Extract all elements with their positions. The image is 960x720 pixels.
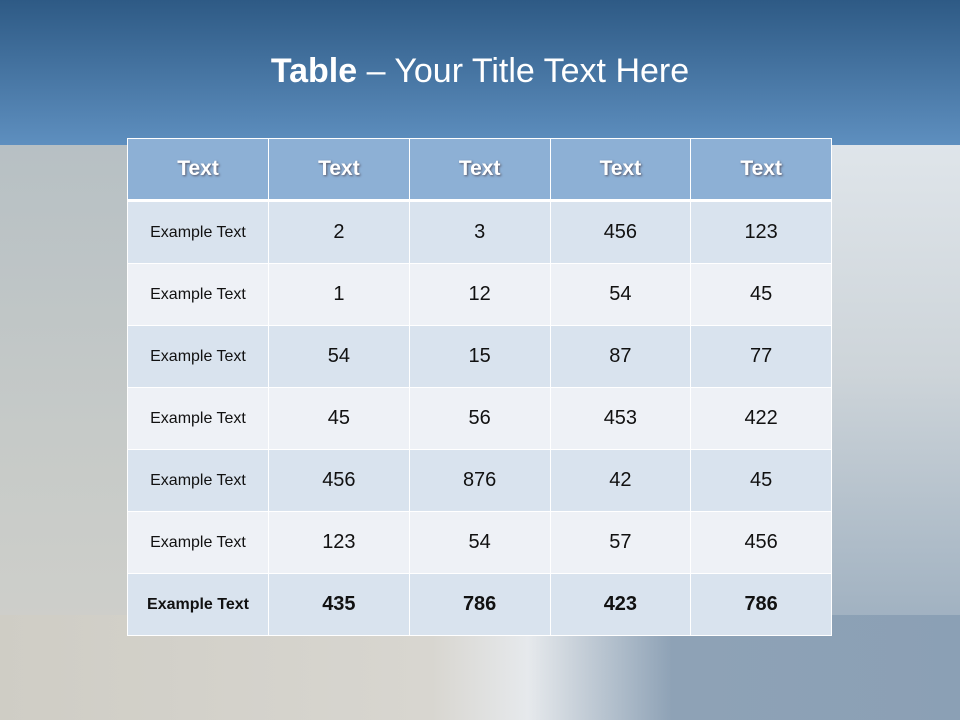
table-cell: 3 xyxy=(408,200,551,264)
table-cell: 12 xyxy=(408,263,551,326)
table-cell: 15 xyxy=(408,325,551,388)
row-label: Example Text xyxy=(127,325,269,388)
table-cell: 45 xyxy=(690,449,832,512)
row-label: Example Text xyxy=(127,511,269,574)
table-cell: 786 xyxy=(408,573,551,636)
table-cell: 422 xyxy=(690,387,832,450)
table-header-row: Text Text Text Text Text xyxy=(127,138,832,202)
title-bold: Table xyxy=(270,52,358,90)
table-row: Example Text 2 3 456 123 xyxy=(127,200,832,264)
table-row: Example Text 456 876 42 45 xyxy=(127,449,832,512)
table-cell: 786 xyxy=(690,573,832,636)
table-row: Example Text 1 12 54 45 xyxy=(127,263,832,326)
table-row: Example Text 54 15 87 77 xyxy=(127,325,832,388)
table-cell: 87 xyxy=(549,325,692,388)
table-cell: 123 xyxy=(268,511,410,574)
table-cell: 77 xyxy=(690,325,832,388)
table-cell: 453 xyxy=(549,387,692,450)
table-cell: 1 xyxy=(268,263,410,326)
slide-title: Table – Your Title Text Here xyxy=(0,52,960,91)
data-table: Text Text Text Text Text Example Text 2 3 456 12… xyxy=(127,138,832,636)
row-label: Example Text xyxy=(127,387,269,450)
title-rest: – Your Title Text Here xyxy=(357,52,690,90)
table-cell: 456 xyxy=(549,200,692,264)
table-cell: 456 xyxy=(690,511,832,574)
table-cell: 57 xyxy=(549,511,692,574)
table-row: Example Text 45 56 453 422 xyxy=(127,387,832,450)
table-row: Example Text 123 54 57 456 xyxy=(127,511,832,574)
table-cell: 54 xyxy=(549,263,692,326)
row-label: Example Text xyxy=(127,200,269,264)
total-row: Example Text 435 786 423 786 xyxy=(127,573,832,636)
row-label: Example Text xyxy=(127,263,269,326)
column-header: Text xyxy=(127,138,269,202)
table-cell: 45 xyxy=(268,387,410,450)
row-label: Example Text xyxy=(127,573,269,636)
table-cell: 876 xyxy=(408,449,551,512)
table-cell: 56 xyxy=(408,387,551,450)
column-header: Text xyxy=(408,138,551,202)
table-cell: 45 xyxy=(690,263,832,326)
table-cell: 456 xyxy=(268,449,410,512)
table-cell: 2 xyxy=(268,200,410,264)
table-cell: 42 xyxy=(549,449,692,512)
table-cell: 54 xyxy=(268,325,410,388)
table-cell: 54 xyxy=(408,511,551,574)
column-header: Text xyxy=(549,138,692,202)
table-cell: 435 xyxy=(268,573,410,636)
title-band xyxy=(0,0,960,145)
table-cell: 423 xyxy=(549,573,692,636)
row-label: Example Text xyxy=(127,449,269,512)
column-header: Text xyxy=(268,138,410,202)
column-header: Text xyxy=(690,138,832,202)
table-cell: 123 xyxy=(690,200,832,264)
